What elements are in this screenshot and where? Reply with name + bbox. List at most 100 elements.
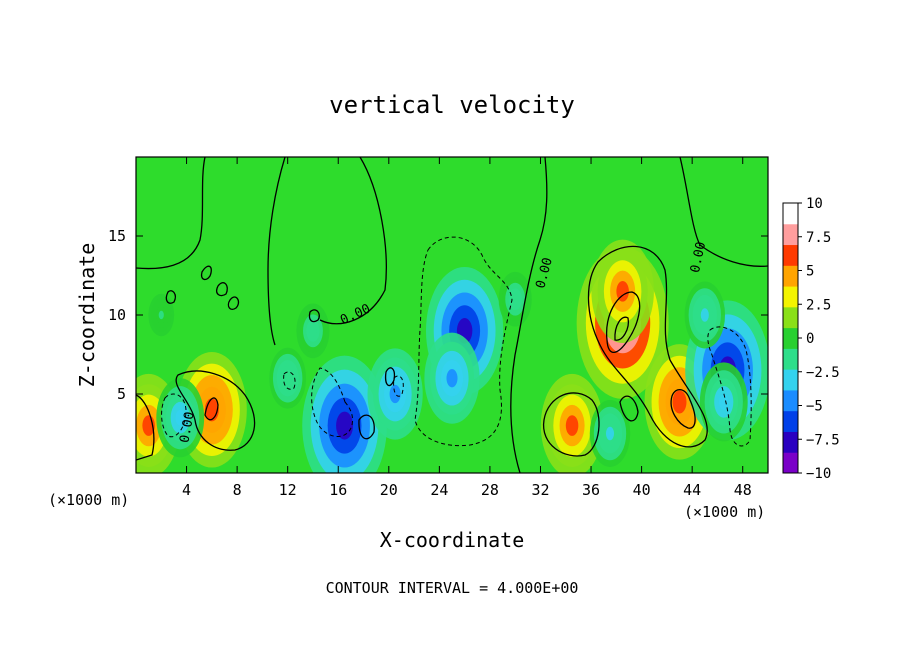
x-tick-label: 44 — [683, 481, 701, 499]
field-level — [284, 372, 292, 385]
neg-contour-blob — [393, 375, 404, 397]
x-tick-label: 28 — [481, 481, 499, 499]
field-feature-10 — [699, 362, 748, 442]
field-feature-8 — [302, 355, 387, 473]
field-level — [718, 393, 729, 410]
contour-lines — [136, 157, 768, 473]
field-level — [389, 384, 401, 404]
x-tick-label: 48 — [734, 481, 752, 499]
field-level — [700, 308, 709, 322]
blob-contour-7 — [384, 367, 396, 387]
x-tick-label: 32 — [531, 481, 549, 499]
colorbar-labels: 10 7.5 5 2.5 0 −2.5 −5 −7.5 −10 — [798, 196, 840, 482]
colorbar-label: 7.5 — [806, 230, 831, 246]
field-level — [565, 415, 579, 436]
cell-contour-west — [175, 370, 256, 451]
x-axis: 4 8 12 16 20 24 28 32 36 40 44 48 — [182, 157, 752, 499]
x-tick-label: 12 — [279, 481, 297, 499]
neg-contour-east — [707, 326, 752, 447]
y-tick-label: 5 — [117, 385, 126, 403]
zero-contour-left-top — [136, 157, 206, 270]
blob-contour-5 — [358, 414, 375, 440]
colorbar-swatch — [783, 223, 798, 246]
field-feature-13 — [589, 400, 631, 467]
field-level — [511, 293, 519, 305]
field-feature-1 — [591, 239, 654, 343]
x-tick-label: 4 — [182, 481, 191, 499]
colorbar-swatch — [783, 306, 798, 329]
field-level — [336, 411, 354, 440]
colorbar-swatch — [783, 389, 798, 412]
blob-contour-1 — [200, 265, 212, 281]
field-level — [175, 409, 186, 426]
colorbar-swatch — [783, 369, 798, 391]
cell-contour-west-inner — [204, 397, 219, 421]
field-level — [309, 325, 317, 337]
cell-contour-far-west — [136, 394, 155, 461]
colorbar-swatch — [783, 452, 798, 474]
colorbar-swatch — [783, 410, 798, 432]
negative-contour-lines — [161, 236, 752, 447]
blob-contour-8 — [308, 309, 320, 323]
x-tick-label: 40 — [633, 481, 651, 499]
y-axis: 5 10 15 — [108, 227, 768, 403]
colorbar-swatch — [783, 265, 798, 287]
field-feature-14 — [498, 271, 532, 327]
x-unit-left: (×1000 m) — [48, 491, 129, 509]
field-level — [605, 426, 615, 441]
field-feature-16 — [269, 347, 307, 409]
zero-contour-mid — [319, 157, 387, 325]
colorbar-label: −7.5 — [806, 432, 840, 448]
field-feature-18 — [148, 293, 175, 337]
zero-contour-right-mid — [510, 157, 548, 473]
colorbar-label: −2.5 — [806, 365, 840, 381]
peak-contour-east — [614, 316, 629, 341]
y-tick-label: 10 — [108, 306, 126, 324]
x-tick-label: 20 — [380, 481, 398, 499]
colorbar-label: 2.5 — [806, 297, 831, 313]
colorbar-swatch — [783, 244, 798, 266]
x-axis-label: X-coordinate — [380, 528, 525, 552]
colorbar-swatch — [783, 348, 798, 370]
y-axis-label: Z-coordinate — [75, 243, 99, 388]
lobe-contour-east — [670, 389, 696, 429]
colorbar-label: −10 — [806, 466, 831, 482]
field-feature-12 — [367, 348, 423, 440]
blob-contour-2 — [216, 282, 228, 297]
field-level — [158, 310, 164, 320]
blob-contour-3 — [227, 296, 240, 310]
blob-contour-4 — [165, 290, 176, 304]
field-level — [672, 390, 687, 414]
x-tick-label: 8 — [233, 481, 242, 499]
y-tick-label: 15 — [108, 227, 126, 245]
field-feature-17 — [684, 281, 726, 349]
field-level — [446, 369, 458, 388]
colorbar-label: 5 — [806, 264, 814, 280]
strong-contour-east — [605, 291, 641, 354]
neg-contour-center — [414, 236, 513, 447]
field-level — [616, 280, 629, 302]
field-feature-7 — [424, 332, 480, 424]
contour-label-4: 0.00 — [177, 411, 197, 444]
blob-contour-6 — [619, 395, 639, 422]
zero-contour-right — [679, 157, 768, 267]
colorbar-label: 10 — [806, 196, 823, 212]
field-feature-15 — [296, 303, 330, 359]
neg-contour-west — [161, 393, 187, 438]
colorbar — [783, 203, 798, 474]
field-feature-11 — [156, 378, 205, 458]
contour-label-2: 0.00 — [688, 240, 709, 274]
x-tick-label: 16 — [329, 481, 347, 499]
contour-interval-footer: CONTOUR INTERVAL = 4.000E+00 — [326, 579, 579, 597]
x-tick-label: 36 — [582, 481, 600, 499]
colorbar-label: −5 — [806, 399, 823, 415]
neg-contour-south-center — [311, 367, 353, 437]
chart-title: vertical velocity — [329, 91, 575, 119]
positive-contour-east — [587, 245, 708, 448]
cell-contour-southeast — [543, 392, 600, 457]
colorbar-swatch — [783, 327, 798, 349]
colorbar-label: 0 — [806, 331, 814, 347]
x-unit-right: (×1000 m) — [684, 503, 765, 521]
x-tick-label: 24 — [430, 481, 448, 499]
